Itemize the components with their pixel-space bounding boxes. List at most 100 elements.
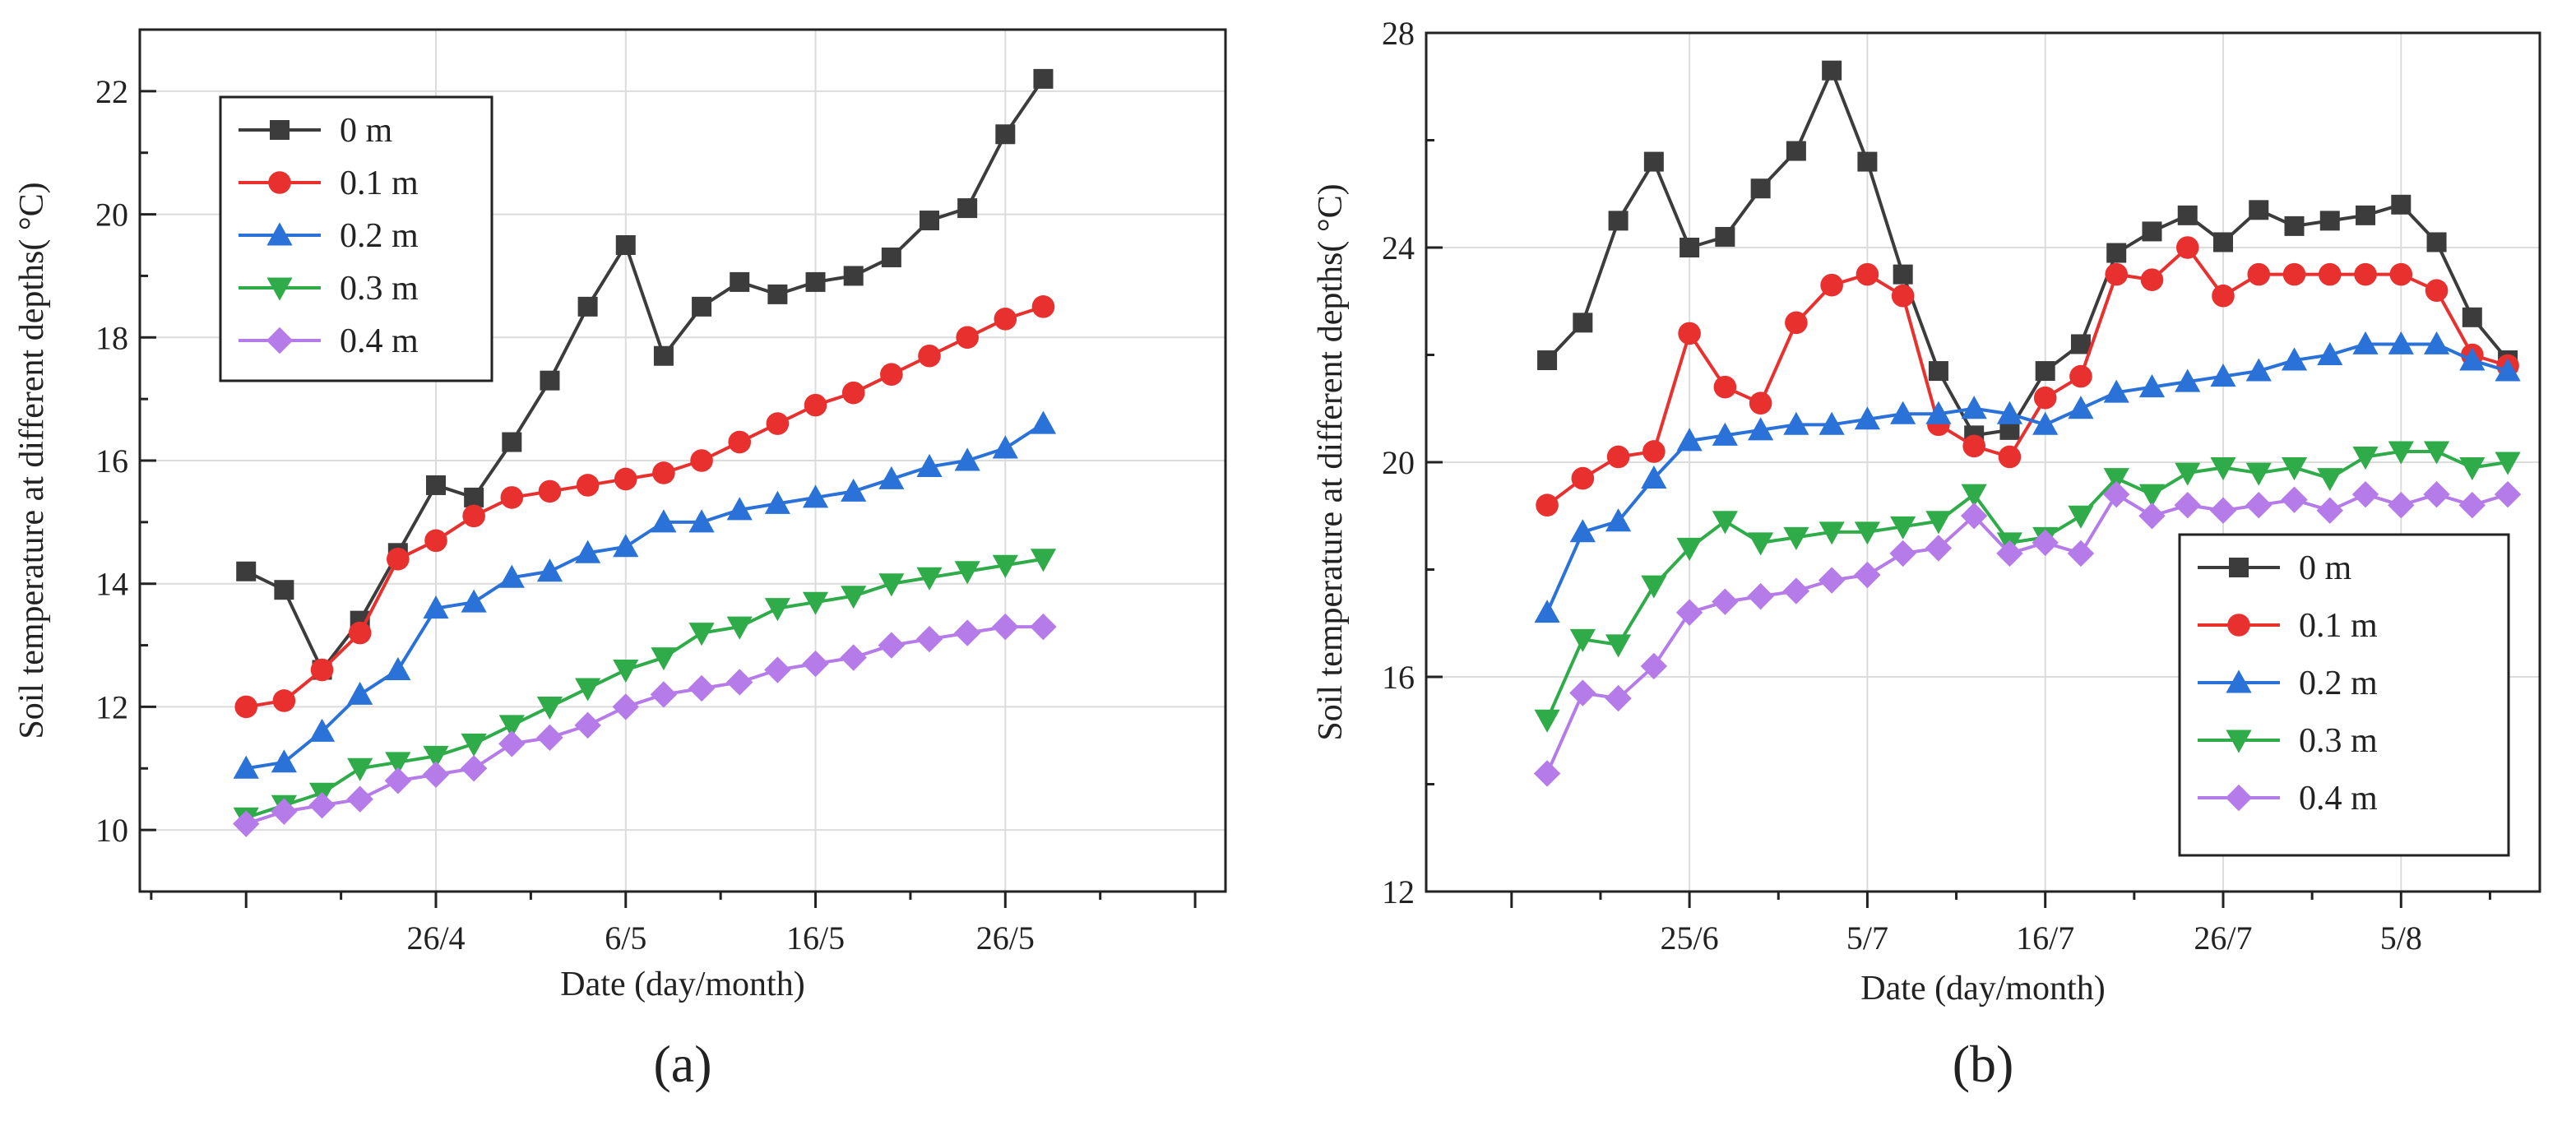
data-point: [2032, 411, 2059, 435]
legend-item: 0.4 m: [239, 322, 419, 360]
legend-marker: [2226, 730, 2252, 753]
legend-label: 0.4 m: [340, 322, 419, 360]
data-point: [2391, 194, 2412, 215]
data-point: [2209, 497, 2237, 524]
data-point: [1856, 262, 1879, 286]
data-point: [2351, 480, 2379, 508]
data-point: [384, 767, 412, 794]
chart-b: 12 16 20 24 28 25/6 5/7 16/7 26/7 5/8 Date (day/mo…: [1312, 15, 2541, 1093]
data-point: [1854, 521, 1881, 545]
data-point: [1818, 521, 1845, 545]
data-point: [2317, 341, 2343, 365]
data-point: [2138, 484, 2166, 507]
data-point: [2103, 480, 2130, 508]
legend-label: 0 m: [340, 112, 393, 150]
y-tick-label: 12: [1382, 873, 1415, 910]
data-point: [2247, 262, 2271, 286]
data-point: [1996, 401, 2023, 424]
data-point: [536, 696, 563, 720]
legend-item: 0.1 m: [2198, 607, 2378, 645]
data-point: [2175, 368, 2201, 392]
data-point: [1893, 264, 1913, 285]
data-point: [1569, 628, 1596, 652]
data-point: [2462, 307, 2482, 327]
data-point: [2281, 347, 2308, 371]
data-point: [2318, 262, 2342, 286]
legend-label: 0.1 m: [2299, 607, 2378, 645]
chart-a: 10 12 14 16 18 20 22 26/4 6/5 16/5 26/5 Date (day/m…: [13, 28, 1227, 1093]
data-point: [1606, 445, 1630, 469]
data-point: [536, 724, 563, 752]
series-04m: [233, 613, 1057, 837]
x-tick-label: 25/6: [1661, 919, 1719, 957]
data-point: [613, 534, 639, 558]
legend-label: 0.2 m: [2299, 665, 2378, 702]
data-point: [953, 619, 981, 646]
data-point: [2069, 364, 2092, 388]
x-axis-title: Date (day/month): [560, 966, 804, 1003]
data-point: [690, 449, 713, 472]
data-point: [2175, 462, 2201, 486]
legend: 0 m 0.1 m 0.2 m 0.3 m 0.4 m: [2178, 533, 2510, 857]
data-point: [2388, 331, 2414, 354]
data-point: [1605, 508, 1632, 532]
legend-label: 0.3 m: [2299, 722, 2378, 760]
data-point: [2070, 334, 2091, 354]
data-point: [764, 490, 790, 514]
data-point: [954, 447, 980, 471]
data-point: [2210, 364, 2236, 387]
data-point: [2174, 492, 2201, 519]
data-point: [1960, 503, 1988, 530]
data-point: [1749, 391, 1772, 415]
legend-marker: [266, 222, 293, 246]
x-axis-title: Date (day/month): [1860, 970, 2105, 1008]
x-tick-label: 6/5: [605, 919, 646, 957]
series-line: [1545, 493, 2509, 775]
y-tick-label: 24: [1382, 229, 1415, 266]
data-point: [1715, 226, 1735, 247]
data-point: [2459, 347, 2486, 371]
data-point: [426, 475, 446, 495]
data-point: [346, 785, 373, 813]
data-point: [1925, 401, 1952, 424]
data-point: [1573, 313, 1593, 333]
legend-label: 0.3 m: [340, 270, 419, 308]
data-point: [688, 674, 716, 702]
legend-box: [219, 95, 493, 382]
data-point: [612, 693, 639, 720]
data-point: [916, 453, 943, 477]
data-point: [1534, 600, 1560, 623]
series-line: [1545, 68, 2509, 438]
data-point: [2033, 386, 2057, 410]
data-point: [271, 798, 298, 825]
y-axis: 10 12 14 16 18 20 22: [95, 73, 156, 893]
data-point: [1854, 406, 1881, 430]
data-point: [2317, 468, 2343, 492]
data-point: [802, 591, 829, 615]
series-line: [245, 557, 1044, 820]
data-point: [1854, 561, 1881, 589]
data-point: [234, 695, 258, 719]
data-point: [956, 326, 979, 350]
x-axis: 26/4 6/5 16/5 26/5: [150, 892, 1197, 957]
data-point: [464, 487, 484, 507]
data-point: [2106, 243, 2127, 263]
data-point: [805, 271, 826, 292]
data-point: [1890, 516, 1916, 540]
data-point: [2356, 205, 2376, 225]
data-point: [2495, 452, 2521, 475]
legend-marker: [268, 171, 291, 194]
series-line: [1545, 342, 2509, 614]
legend-item: 0.3 m: [239, 270, 419, 308]
legend: 0 m 0.1 m 0.2 m 0.3 m 0.4 m: [219, 95, 493, 382]
x-tick-label: 16/5: [786, 919, 845, 957]
legend-marker: [266, 277, 293, 301]
data-point: [730, 271, 750, 292]
data-point: [1571, 466, 1595, 490]
data-point: [1782, 577, 1810, 605]
y-tick-label: 20: [1382, 444, 1415, 481]
data-point: [1998, 445, 2022, 469]
series-0m: [1537, 60, 2518, 446]
data-point: [2212, 284, 2235, 308]
y-axis-title: Soil temperature at different depths( °C…: [13, 182, 51, 739]
